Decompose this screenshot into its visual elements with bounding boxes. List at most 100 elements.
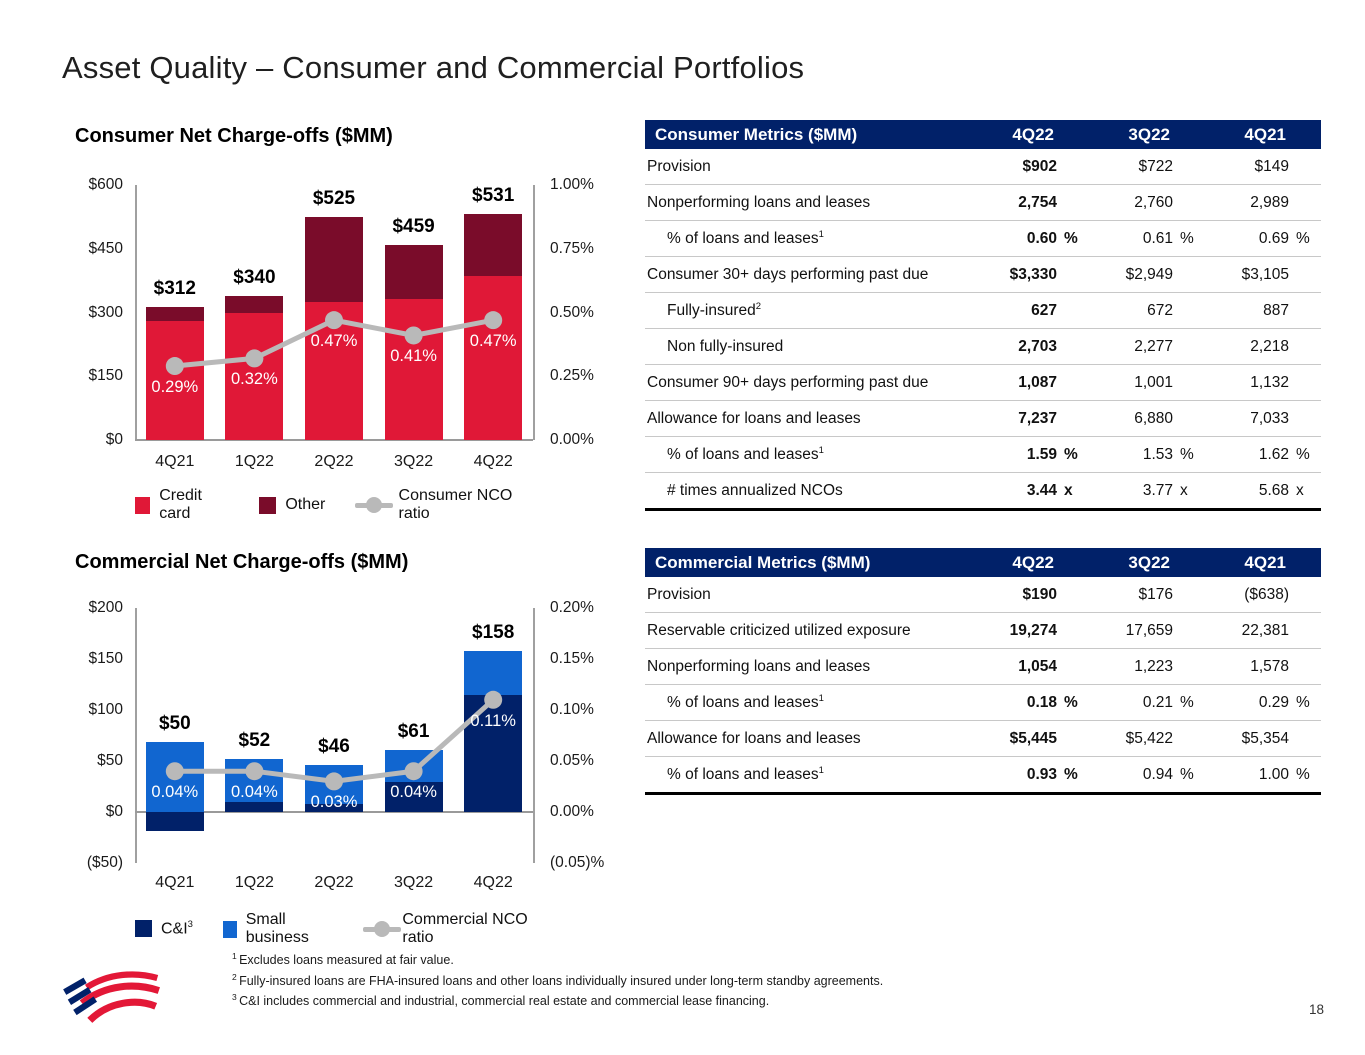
table-header-quarter: 4Q21	[1244, 552, 1286, 572]
metric-label: % of loans and leases1	[667, 444, 824, 464]
nco-ratio-label: 0.03%	[310, 793, 358, 812]
legend-swatch-other	[259, 496, 277, 514]
metric-value: 1.00	[1258, 765, 1289, 783]
metric-row: Consumer 30+ days performing past due $3,…	[645, 257, 1321, 293]
nco-ratio-label: 0.11%	[470, 711, 516, 730]
metric-label: % of loans and leases1	[667, 228, 824, 248]
bar-segment-credit-card	[145, 320, 204, 440]
metric-value: 2,218	[1250, 337, 1289, 355]
bar-total-label: $312	[153, 278, 196, 300]
commercial-left-axis-tick: $0	[105, 803, 123, 820]
metric-value: 2,277	[1134, 337, 1173, 355]
metric-value: 1.53	[1142, 445, 1173, 463]
consumer-zero-axis-line	[135, 439, 533, 441]
metric-label: Provision	[647, 585, 711, 603]
bar-total-label: $525	[312, 187, 356, 209]
metric-value: 0.21	[1142, 693, 1173, 711]
metric-unit: %	[1180, 693, 1194, 711]
metric-value: 2,703	[1018, 337, 1057, 355]
footnotes: 1 Excludes loans measured at fair value.…	[232, 948, 883, 1010]
page-number: 18	[1308, 1002, 1324, 1017]
metric-value: 887	[1263, 301, 1289, 319]
legend-swatch-small-business	[222, 920, 237, 938]
metric-unit: %	[1064, 229, 1078, 247]
legend-item-other: Other	[259, 496, 325, 514]
metric-row: Fully-insured2 627 672 887	[645, 293, 1321, 329]
legend-item-small-business: Small business	[222, 911, 333, 947]
metric-label: Allowance for loans and leases	[647, 409, 861, 427]
metric-value: $149	[1254, 157, 1289, 175]
table-header: Commercial Metrics ($MM) 4Q22 3Q22 4Q21	[645, 548, 1321, 577]
x-axis-label: 3Q22	[394, 453, 434, 470]
nco-ratio-marker	[404, 326, 423, 345]
commercial-right-axis-tick: 0.20%	[550, 599, 594, 616]
bar-total-label: $46	[318, 736, 350, 758]
metric-value: $902	[1022, 157, 1057, 175]
metric-row: Nonperforming loans and leases 2,754 2,760…	[645, 185, 1321, 221]
consumer-left-axis-line	[135, 185, 137, 440]
bar-segment-c-i	[225, 801, 284, 812]
x-axis-label: 4Q22	[473, 453, 513, 470]
nco-ratio-marker	[245, 762, 264, 781]
metric-value: 17,659	[1125, 621, 1173, 639]
consumer-chart-title: Consumer Net Charge-offs ($MM)	[75, 125, 393, 147]
metric-unit: %	[1180, 229, 1194, 247]
metric-unit: %	[1296, 445, 1310, 463]
bar-segment-other	[145, 307, 204, 321]
metric-unit: %	[1064, 445, 1078, 463]
legend-dot-icon	[366, 497, 383, 513]
metric-unit: x	[1064, 481, 1073, 499]
metric-value: $2,949	[1125, 265, 1173, 283]
metric-unit: %	[1064, 765, 1078, 783]
consumer-left-axis-tick: $600	[88, 176, 123, 193]
metric-value: 627	[1031, 301, 1057, 319]
table-header-title: Consumer Metrics ($MM)	[655, 124, 858, 144]
footnote-line: 1 Excludes loans measured at fair value.	[232, 951, 454, 968]
metric-value: 672	[1147, 301, 1173, 319]
bar-segment-c-i	[145, 812, 204, 832]
metric-row: % of loans and leases1 0.93% 0.94% 1.00%	[645, 757, 1321, 792]
legend-label: Commercial NCO ratio	[402, 911, 528, 946]
legend-swatch-credit-card	[135, 496, 151, 514]
consumer-metrics-table: Consumer Metrics ($MM) 4Q22 3Q22 4Q21 Provis…	[645, 120, 1321, 511]
metric-row: # times annualized NCOs 3.44 x 3.77 x 5.68 x	[645, 473, 1321, 508]
commercial-chart-title: Commercial Net Charge-offs ($MM)	[75, 551, 409, 573]
consumer-left-axis-tick: $300	[88, 303, 123, 321]
metric-value: 1.62	[1258, 445, 1289, 463]
commercial-right-axis-line	[533, 608, 535, 863]
commercial-right-axis-tick: 0.15%	[550, 650, 594, 667]
metric-value: 22,381	[1241, 621, 1289, 639]
x-axis-label: 3Q22	[394, 874, 434, 891]
metric-value: 1,132	[1250, 373, 1289, 391]
metric-label: % of loans and leases1	[667, 692, 824, 712]
consumer-right-axis-line	[533, 185, 535, 440]
metric-unit: %	[1296, 229, 1310, 247]
nco-ratio-marker	[484, 311, 503, 330]
consumer-left-axis-tick: $150	[88, 367, 123, 385]
metric-value: 2,760	[1134, 193, 1173, 211]
consumer-legend: Credit card Other Consumer NCO ratio	[135, 487, 533, 523]
consumer-left-axis-tick: $0	[105, 431, 123, 448]
nco-ratio-label: 0.04%	[390, 783, 437, 802]
legend-label: Consumer NCO ratio	[398, 487, 513, 522]
metric-label: Provision	[647, 157, 711, 175]
metric-value: 0.93	[1026, 765, 1057, 783]
legend-label: C&I3	[161, 919, 193, 938]
table-header-quarter: 3Q22	[1128, 552, 1170, 572]
nco-ratio-label: 0.41%	[390, 347, 437, 366]
consumer-left-axis-tick: $450	[88, 239, 123, 257]
nco-ratio-label: 0.47%	[310, 332, 358, 351]
nco-ratio-marker	[245, 349, 264, 368]
nco-ratio-label: 0.29%	[151, 378, 199, 397]
footnote-line: 2 Fully-insured loans are FHA-insured lo…	[232, 971, 884, 988]
bar-segment-credit-card	[384, 299, 443, 440]
metric-value: 0.29	[1258, 693, 1289, 711]
bar-segment-other	[225, 295, 284, 313]
bar-segment-small-business	[225, 758, 284, 802]
metric-value: $176	[1138, 585, 1173, 603]
x-axis-label: 1Q22	[234, 874, 274, 891]
legend-item-credit-card: Credit card	[135, 487, 229, 523]
commercial-left-axis-tick: $200	[88, 599, 123, 616]
x-axis-label: 4Q22	[473, 874, 513, 891]
